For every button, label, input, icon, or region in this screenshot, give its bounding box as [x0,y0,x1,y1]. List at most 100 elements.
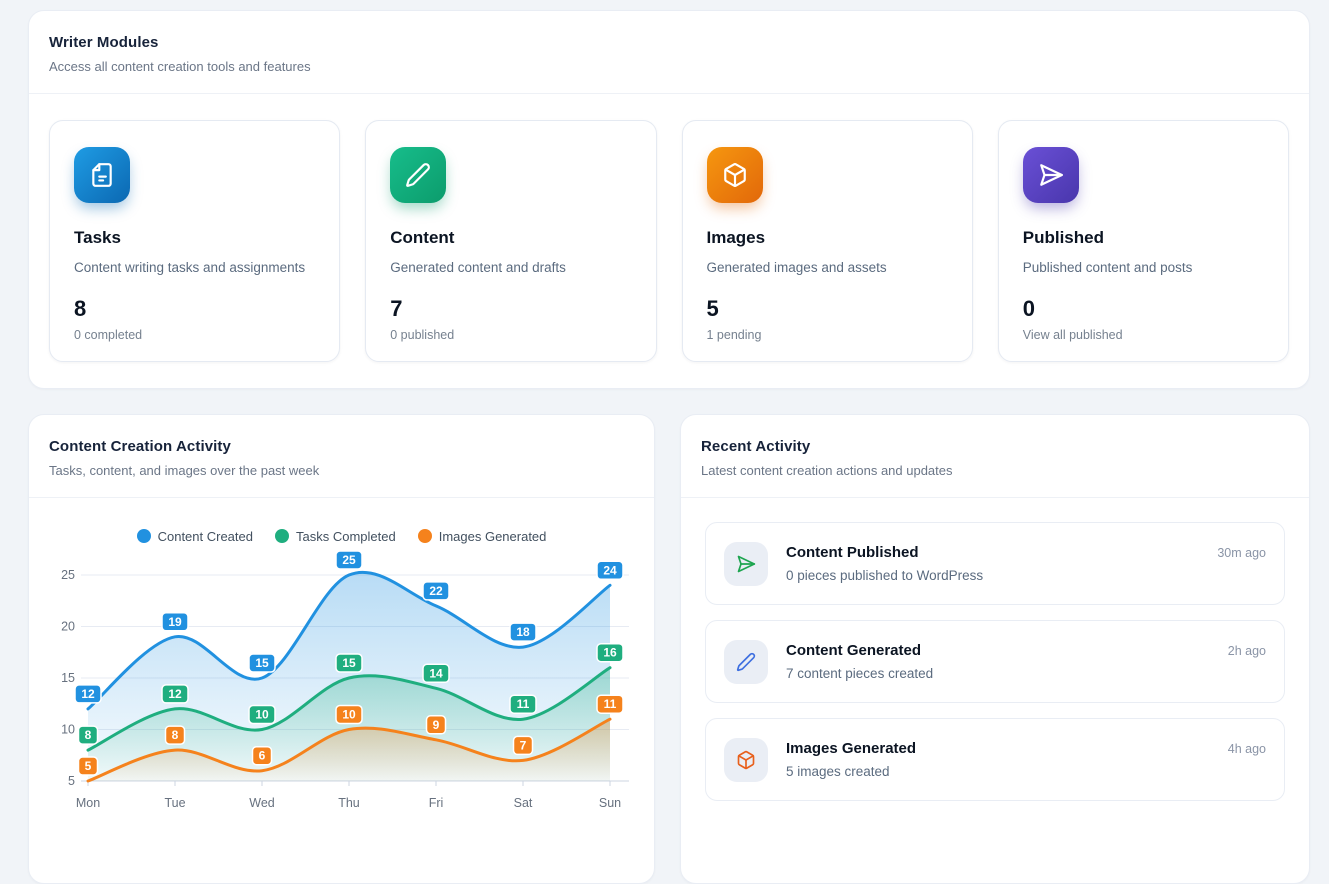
svg-text:20: 20 [61,620,75,634]
dashboard-page: Writer Modules Access all content creati… [28,10,1310,884]
module-card-title: Content [390,228,455,247]
svg-text:Fri: Fri [429,796,444,810]
pencil-icon [390,147,447,203]
svg-text:10: 10 [61,723,75,737]
svg-text:25: 25 [61,568,75,582]
svg-text:8: 8 [172,728,179,742]
svg-text:Thu: Thu [338,796,360,810]
recent-activity-subtitle: Latest content creation actions and upda… [701,463,953,478]
svg-text:19: 19 [168,615,182,629]
svg-text:22: 22 [429,584,443,598]
module-card-status: View all published [1022,328,1123,342]
pencil-icon [724,639,768,684]
divider [29,497,654,498]
svg-text:Tue: Tue [164,796,185,810]
svg-text:12: 12 [81,687,95,701]
module-card-count: 8 [74,296,87,321]
send-icon [724,541,768,586]
module-card-title: Published [1022,228,1104,247]
svg-text:10: 10 [342,708,356,722]
svg-text:Mon: Mon [76,796,100,810]
module-card-description: Generated content and drafts [390,260,566,275]
module-card-tasks[interactable]: Tasks Content writing tasks and assignme… [49,120,341,362]
module-card-published[interactable]: Published Published content and posts 0 … [997,120,1289,362]
module-card-status: 0 published [390,328,455,342]
content-activity-header: Content Creation Activity Tasks, content… [29,415,654,497]
activity-item-title: Content Generated [786,642,922,659]
svg-text:Sat: Sat [514,796,533,810]
module-card-count: 7 [390,296,403,321]
legend-dot-icon [417,529,432,543]
svg-text:10: 10 [255,708,269,722]
module-card-status: 1 pending [706,328,762,342]
activity-item-description: 7 content pieces created [786,666,934,681]
activity-item-title: Images Generated [786,740,917,757]
module-card-content[interactable]: Content Generated content and drafts 7 0… [365,120,657,362]
module-card-count: 0 [1022,296,1035,321]
file-icon [74,147,130,203]
activity-item-body: Content Published 30m ago 0 pieces publi… [786,544,1266,583]
svg-text:24: 24 [603,563,617,577]
chart-area: 5 10 15 20 25 Mon Tue Wed Thu Fri Sat Sun 12 19 15 25 22… [29,549,654,839]
svg-text:11: 11 [604,697,617,711]
writer-modules-header: Writer Modules Access all content creati… [29,11,1309,93]
activity-item-title: Content Published [786,544,919,561]
activity-item: Images Generated 4h ago 5 images created [705,718,1285,801]
activity-item: Content Generated 2h ago 7 content piece… [705,620,1285,703]
svg-text:25: 25 [342,553,356,567]
cube-icon [706,147,763,203]
svg-text:15: 15 [255,656,269,670]
chart-legend: Content Created Tasks Completed Images Gen… [29,526,654,546]
recent-activity-panel: Recent Activity Latest content creation … [680,414,1310,884]
legend-item-tasks-completed[interactable]: Tasks Completed [275,529,396,544]
content-activity-panel: Content Creation Activity Tasks, content… [28,414,655,884]
module-cards-row: Tasks Content writing tasks and assignme… [29,94,1309,388]
legend-label: Content Created [157,528,253,544]
send-icon [1022,147,1079,203]
svg-text:16: 16 [603,646,617,660]
svg-text:14: 14 [429,666,443,680]
svg-text:6: 6 [259,749,266,763]
recent-activity-header: Recent Activity Latest content creation … [681,415,1309,497]
module-card-images[interactable]: Images Generated images and assets 5 1 p… [681,120,973,362]
svg-text:9: 9 [433,718,440,732]
activity-item-body: Images Generated 4h ago 5 images created [786,740,1266,779]
svg-text:Sun: Sun [599,796,621,810]
module-card-description: Content writing tasks and assignments [74,260,306,275]
legend-item-content-created[interactable]: Content Created [136,528,253,544]
legend-label: Tasks Completed [296,528,396,544]
legend-item-images-generated[interactable]: Images Generated [417,528,547,544]
svg-text:15: 15 [342,656,356,670]
svg-text:7: 7 [520,738,527,752]
svg-text:Wed: Wed [249,796,275,810]
module-card-description: Published content and posts [1022,260,1193,275]
activity-item-body: Content Generated 2h ago 7 content piece… [786,642,1266,681]
svg-text:8: 8 [85,728,92,742]
legend-dot-icon [136,529,151,543]
svg-text:11: 11 [517,697,530,711]
svg-text:12: 12 [168,687,182,701]
cube-icon [724,737,768,782]
divider [29,93,1309,94]
legend-label: Images Generated [438,528,547,544]
recent-activity-list: Content Published 30m ago 0 pieces publi… [681,498,1309,840]
module-card-title: Images [706,228,766,247]
writer-modules-subtitle: Access all content creation tools and fe… [49,59,311,74]
module-card-description: Generated images and assets [706,260,887,275]
svg-text:18: 18 [516,625,530,639]
divider [681,497,1309,498]
activity-line-chart: 5 10 15 20 25 Mon Tue Wed Thu Fri Sat Sun 12 19 15 25 22… [61,550,629,810]
svg-text:5: 5 [85,759,92,773]
activity-item-time: 30m ago [1217,546,1266,560]
svg-text:5: 5 [68,774,75,788]
writer-modules-panel: Writer Modules Access all content creati… [28,10,1310,389]
activity-item-description: 5 images created [786,764,890,779]
activity-item: Content Published 30m ago 0 pieces publi… [705,522,1285,605]
activity-item-time: 2h ago [1227,644,1266,658]
module-card-title: Tasks [74,228,121,247]
legend-dot-icon [275,529,289,543]
recent-activity-title: Recent Activity [701,438,811,455]
module-card-status: 0 completed [74,328,143,342]
activity-item-time: 4h ago [1227,742,1266,756]
content-activity-subtitle: Tasks, content, and images over the past… [49,463,320,478]
